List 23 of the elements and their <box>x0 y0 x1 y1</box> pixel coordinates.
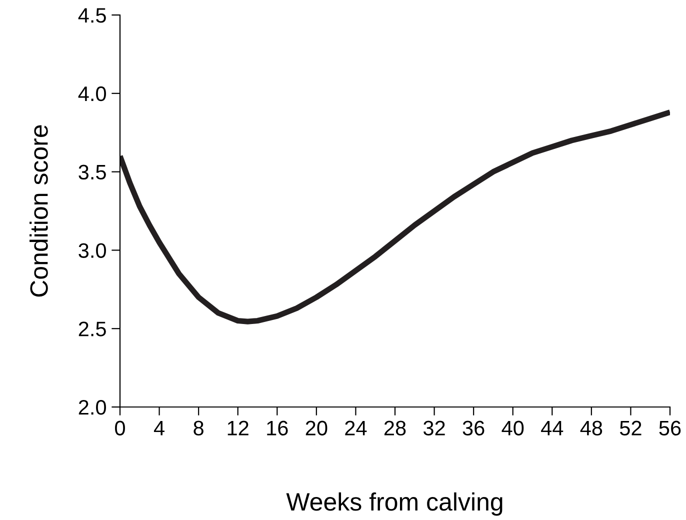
x-tick-label: 48 <box>580 420 602 436</box>
x-tick-label: 28 <box>384 420 406 436</box>
x-tick-label: 4 <box>154 420 164 436</box>
x-tick-label: 52 <box>620 420 642 436</box>
y-tick-label: 2.0 <box>78 400 106 415</box>
x-tick-label: 16 <box>267 420 288 436</box>
x-tick-label: 40 <box>502 420 524 436</box>
x-tick-label: 12 <box>228 420 248 436</box>
y-tick-label: 4.5 <box>78 8 106 23</box>
x-tick-label: 56 <box>659 420 681 436</box>
y-tick-label: 4.0 <box>78 86 106 102</box>
x-tick-label: 0 <box>115 420 125 436</box>
x-tick-label: 36 <box>462 420 484 436</box>
y-tick-label: 3.5 <box>78 164 106 180</box>
y-tick-label: 3.0 <box>78 243 106 258</box>
x-tick-label: 24 <box>345 420 367 436</box>
x-tick-label: 8 <box>194 420 204 436</box>
x-axis-title: Weeks from calving <box>286 492 502 516</box>
x-tick-label: 20 <box>306 420 328 436</box>
y-axis-title: Condition score <box>30 125 48 297</box>
x-tick-label: 44 <box>541 420 564 436</box>
y-tick-label: 2.5 <box>78 322 106 336</box>
x-tick-label: 32 <box>423 420 445 436</box>
